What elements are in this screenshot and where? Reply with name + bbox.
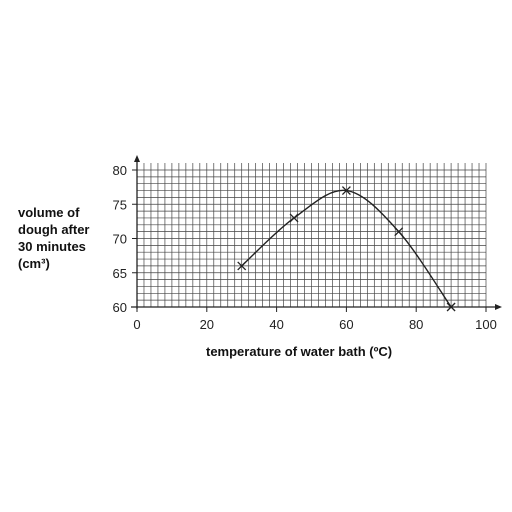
grid	[137, 163, 487, 308]
x-tick-label: 60	[339, 317, 353, 332]
y-axis-label-line: 30 minutes	[18, 239, 86, 254]
y-axis-label-line: (cm³)	[18, 256, 50, 271]
y-tick-label: 60	[113, 300, 127, 315]
y-axis-label: volume of dough after 30 minutes (cm³)	[18, 204, 108, 272]
y-tick-label: 75	[113, 197, 127, 212]
data-point-stroke	[237, 261, 247, 271]
data-point	[289, 213, 299, 223]
data-point	[237, 261, 247, 271]
y-axis-label-line: volume of	[18, 205, 80, 220]
data-point-stroke	[394, 227, 404, 237]
x-tick-label: 100	[475, 317, 497, 332]
x-tick-label: 20	[200, 317, 214, 332]
y-axis-label-line: dough after	[18, 222, 90, 237]
markers	[237, 186, 456, 312]
y-tick-label: 65	[113, 266, 127, 281]
x-tick-label: 80	[409, 317, 423, 332]
data-point	[446, 302, 456, 312]
y-axis-arrow	[134, 155, 140, 162]
data-point	[341, 186, 351, 196]
data-point-stroke	[289, 213, 299, 223]
x-axis-label: temperature of water bath (ºC)	[206, 344, 393, 359]
axes	[131, 155, 502, 310]
y-tick-label: 80	[113, 163, 127, 178]
x-tick-label: 40	[269, 317, 283, 332]
data-point-stroke	[446, 302, 456, 312]
x-tick-label: 0	[133, 317, 140, 332]
data-point-stroke	[341, 186, 351, 196]
x-axis-arrow	[495, 304, 502, 310]
data-point	[394, 227, 404, 237]
ticks: 0 20 40 60 80 100 60 65 70 75 80	[113, 163, 497, 332]
y-tick-label: 70	[113, 232, 127, 247]
